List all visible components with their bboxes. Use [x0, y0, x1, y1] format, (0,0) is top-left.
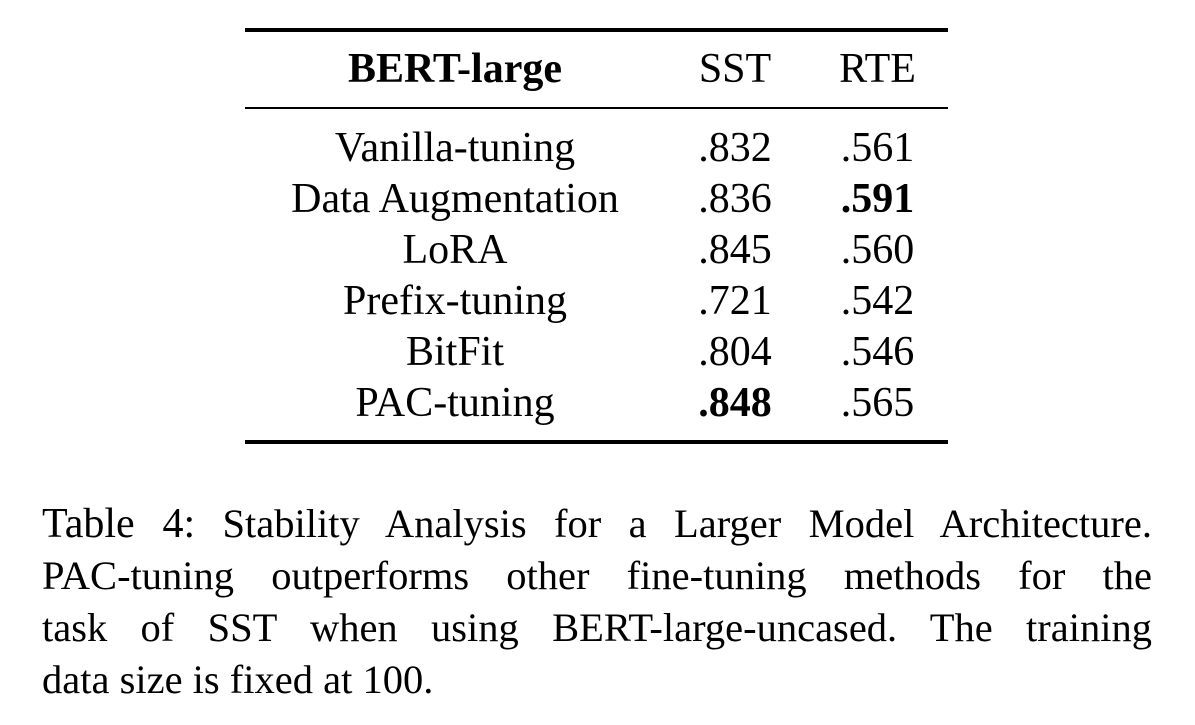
row-method: BitFit: [405, 329, 505, 375]
row-rte: .565: [840, 380, 915, 426]
caption-label: Table 4:: [42, 501, 196, 547]
row-rte-best: .591: [840, 176, 915, 222]
row-rte: .560: [840, 227, 915, 273]
row-method: Vanilla-tuning: [334, 125, 576, 171]
row-sst: .836: [698, 176, 772, 222]
header-rte: RTE: [839, 46, 916, 92]
table-header-rule: [245, 107, 948, 109]
caption-line: Table 4: Stability Analysis for a Larger…: [42, 498, 1152, 550]
row-rte: .561: [840, 125, 915, 171]
row-rte: .546: [840, 329, 915, 375]
row-sst: .804: [698, 329, 772, 375]
caption-line: task of SST when using BERT-large-uncase…: [42, 605, 1152, 650]
header-sst: SST: [698, 46, 772, 92]
caption-line: data size is fixed at 100.: [42, 657, 434, 702]
table-caption: Table 4: Stability Analysis for a Larger…: [42, 498, 1152, 706]
row-sst-best: .848: [698, 380, 772, 426]
caption-text: Stability Analysis for a Larger Model Ar…: [222, 501, 1153, 546]
row-method: LoRA: [402, 227, 508, 273]
caption-line: PAC-tuning outperforms other fine-tuning…: [42, 553, 1152, 598]
header-method: BERT-large: [348, 46, 562, 92]
row-sst: .845: [698, 227, 772, 273]
table-top-rule: [245, 28, 948, 32]
row-rte: .542: [840, 278, 915, 324]
row-method: Data Augmentation: [291, 176, 619, 222]
row-method: Prefix-tuning: [343, 278, 567, 324]
row-method: PAC-tuning: [355, 380, 555, 426]
table-bottom-rule: [245, 440, 948, 444]
row-sst: .721: [698, 278, 772, 324]
row-sst: .832: [698, 125, 772, 171]
